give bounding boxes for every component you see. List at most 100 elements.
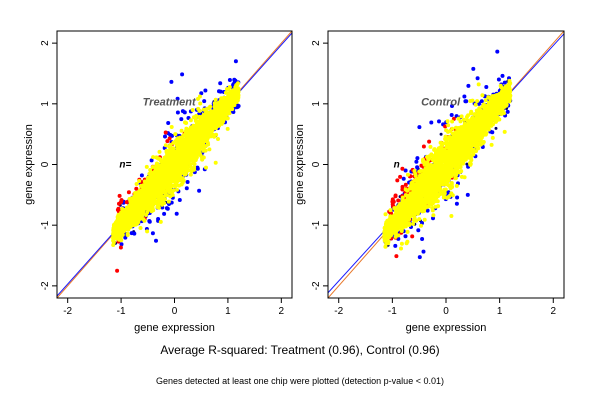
point-yellow — [125, 217, 130, 222]
point-yellow — [170, 166, 175, 171]
point-yellow — [188, 164, 193, 169]
point-yellow — [111, 240, 116, 245]
point-blue — [203, 88, 208, 93]
point-yellow — [127, 220, 132, 225]
point-yellow — [172, 158, 177, 163]
point-blue — [227, 78, 232, 82]
point-yellow — [227, 111, 232, 116]
point-blue — [199, 91, 204, 96]
point-blue — [414, 159, 419, 164]
point-red — [393, 193, 398, 198]
point-yellow — [171, 173, 176, 178]
point-red — [398, 174, 403, 179]
point-blue — [149, 158, 154, 163]
point-yellow — [126, 206, 130, 211]
point-yellow — [233, 94, 238, 99]
point-blue — [164, 206, 169, 211]
point-yellow — [163, 157, 168, 162]
point-blue — [465, 192, 470, 197]
point-yellow — [168, 194, 173, 199]
point-yellow — [175, 187, 179, 192]
point-yellow — [183, 129, 188, 134]
point-blue — [154, 238, 158, 243]
point-yellow — [483, 98, 488, 103]
point-yellow — [135, 200, 140, 205]
point-blue — [217, 89, 221, 94]
y-axis-label: gene expression — [23, 124, 35, 205]
point-yellow — [193, 125, 198, 130]
x-tick-label: 0 — [172, 306, 178, 317]
y-tick-label: 1 — [40, 101, 51, 107]
point-yellow — [221, 112, 226, 117]
point-yellow — [185, 161, 190, 166]
point-yellow — [149, 187, 154, 192]
point-blue — [119, 242, 124, 247]
point-yellow — [209, 116, 214, 121]
point-blue — [123, 235, 128, 240]
point-yellow — [216, 119, 221, 124]
point-yellow — [191, 115, 196, 120]
point-yellow — [142, 218, 147, 223]
point-blue — [415, 156, 420, 161]
point-yellow — [193, 135, 198, 140]
point-blue — [437, 119, 441, 124]
point-red — [167, 136, 172, 141]
point-yellow — [225, 126, 230, 131]
point-yellow — [148, 200, 153, 205]
point-yellow — [431, 213, 436, 218]
point-blue — [429, 120, 434, 125]
point-blue — [166, 121, 171, 125]
point-yellow — [137, 179, 142, 183]
point-yellow — [135, 209, 139, 214]
point-yellow — [154, 163, 159, 168]
point-yellow — [173, 180, 178, 185]
point-yellow — [156, 172, 161, 176]
point-yellow — [188, 118, 193, 123]
point-blue — [175, 96, 180, 101]
point-yellow — [157, 167, 162, 172]
point-yellow — [173, 149, 178, 154]
point-blue — [463, 99, 468, 104]
point-blue — [150, 231, 155, 236]
point-yellow — [197, 152, 202, 157]
point-yellow — [116, 235, 121, 240]
point-yellow — [138, 183, 143, 188]
x-tick-label: 2 — [279, 306, 285, 317]
point-yellow — [203, 136, 208, 141]
point-blue — [449, 113, 454, 117]
point-blue — [175, 110, 180, 115]
point-blue — [415, 165, 420, 170]
point-red — [394, 254, 399, 259]
point-yellow — [164, 168, 168, 173]
point-blue — [169, 79, 174, 84]
point-red — [117, 201, 121, 206]
point-red — [427, 139, 432, 144]
point-yellow — [192, 165, 197, 170]
point-yellow — [207, 147, 212, 152]
point-blue — [421, 249, 426, 254]
point-blue — [233, 78, 238, 83]
point-blue — [393, 243, 398, 248]
point-yellow — [190, 108, 195, 112]
point-yellow — [144, 198, 149, 203]
point-red — [119, 198, 124, 203]
point-yellow — [234, 83, 239, 88]
point-yellow — [207, 128, 212, 133]
point-yellow — [173, 132, 178, 137]
point-yellow — [167, 144, 172, 149]
point-yellow — [138, 226, 143, 230]
point-yellow — [169, 125, 174, 129]
point-yellow — [144, 164, 149, 169]
point-yellow — [200, 144, 205, 148]
point-blue — [197, 111, 202, 116]
point-blue — [195, 165, 200, 170]
point-blue — [182, 110, 187, 115]
point-yellow — [176, 165, 181, 170]
point-yellow — [194, 156, 198, 161]
point-yellow — [135, 196, 140, 201]
point-navy — [494, 126, 498, 130]
point-blue — [455, 195, 460, 200]
point-yellow — [166, 199, 171, 204]
point-yellow — [177, 144, 182, 148]
point-blue — [475, 76, 480, 81]
